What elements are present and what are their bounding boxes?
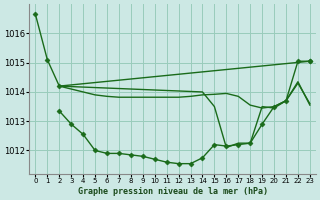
X-axis label: Graphe pression niveau de la mer (hPa): Graphe pression niveau de la mer (hPa): [78, 187, 268, 196]
